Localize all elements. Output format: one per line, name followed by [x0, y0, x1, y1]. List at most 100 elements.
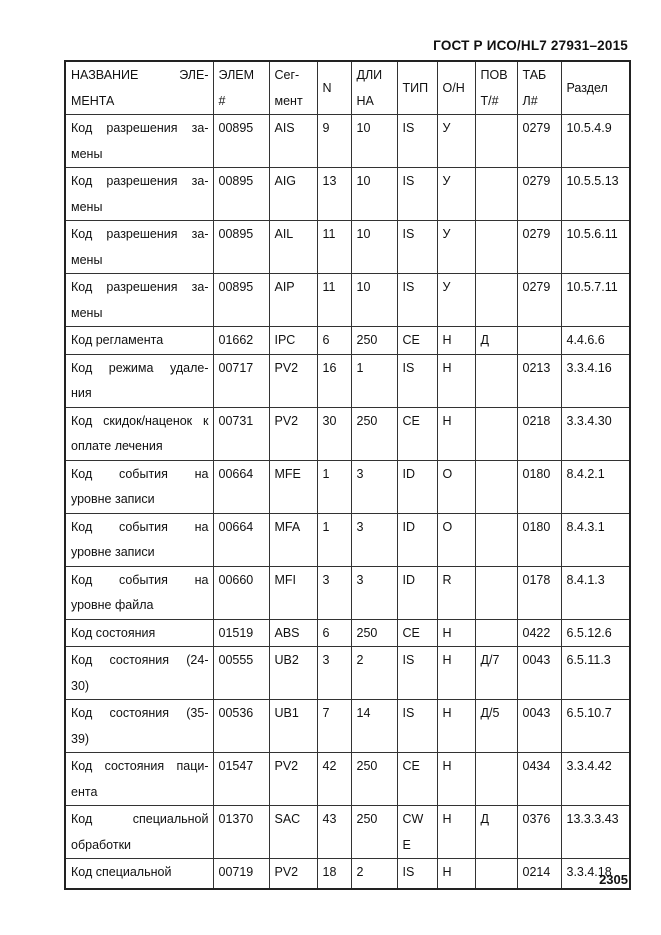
- cell-sec: 6.5.11.3: [560, 646, 631, 700]
- cell-tbl: 0180: [516, 459, 562, 514]
- cell-sec: 10.5.6.11: [560, 220, 631, 274]
- cell-n: 43: [316, 805, 352, 859]
- header-text: О/Н: [442, 80, 465, 95]
- cell-name: Код события на уровне файла: [64, 565, 214, 620]
- cell-name: Код разрешения за-мены: [64, 167, 214, 221]
- cell-len: 10: [350, 220, 398, 274]
- cell-text-line: оплате лечения: [71, 439, 163, 453]
- cell-name: Код состояния (35- 39): [64, 699, 214, 753]
- table-header-row: НАЗВАНИЕ ЭЛЕ- МЕНТА ЭЛЕМ # Сег-мент N ДЛИ НА ТИП…: [64, 60, 631, 115]
- column-section: Раздел: [560, 60, 631, 115]
- header-text: ТАБ: [522, 68, 547, 82]
- cell-elem: 00664: [212, 512, 270, 567]
- cell-sec: 3.3.4.30: [560, 406, 631, 461]
- cell-type: IS: [396, 167, 438, 221]
- cell-rep: [474, 353, 518, 408]
- cell-tbl: 0180: [516, 512, 562, 567]
- cell-text-line: Код состояния: [71, 625, 156, 640]
- cell-on: Н: [436, 353, 476, 408]
- cell-rep: [474, 167, 518, 221]
- cell-sec: 10.5.7.11: [560, 273, 631, 327]
- cell-len: 2: [350, 858, 398, 890]
- cell-rep: [474, 752, 518, 806]
- cell-seg: MFI: [268, 565, 318, 620]
- column-name: НАЗВАНИЕ ЭЛЕ- МЕНТА: [64, 60, 214, 115]
- cell-sec: 13.3.3.43: [560, 805, 631, 859]
- cell-text-line: Код события на: [71, 519, 209, 534]
- header-text: МЕНТА: [71, 93, 115, 108]
- data-elements-table: НАЗВАНИЕ ЭЛЕ- МЕНТА ЭЛЕМ # Сег-мент N ДЛИ НА ТИП…: [64, 60, 631, 890]
- cell-rep: Д: [474, 805, 518, 859]
- cell-sec: 4.4.6.6: [560, 326, 631, 355]
- cell-text-line: уровне записи: [71, 492, 155, 506]
- cell-text-line: Код разрешения за-: [71, 174, 209, 188]
- cell-rep: [474, 273, 518, 327]
- cell-name: Код состояния: [64, 618, 214, 647]
- cell-len: 3: [350, 565, 398, 620]
- cell-n: 3: [316, 565, 352, 620]
- cell-text-line: Код регламента: [71, 333, 164, 347]
- header-text: ДЛИ: [356, 68, 383, 82]
- cell-text-line: Код разрешения за-: [71, 280, 209, 294]
- cell-len: 250: [350, 618, 398, 647]
- cell-sec: 3.3.4.42: [560, 752, 631, 806]
- cell-len: 3: [350, 512, 398, 567]
- cell-n: 6: [316, 326, 352, 355]
- cell-n: 1: [316, 459, 352, 514]
- cell-sec: 8.4.3.1: [560, 512, 631, 567]
- cell-elem: 01519: [212, 618, 270, 647]
- cell-tbl: 0434: [516, 752, 562, 806]
- cell-on: O: [436, 459, 476, 514]
- column-type: ТИП: [396, 60, 438, 115]
- cell-elem: 00555: [212, 646, 270, 700]
- cell-type: CE: [396, 406, 438, 461]
- table-row: Код специальной обработки 01370 SAC 43 250 CW E…: [64, 805, 631, 859]
- cell-seg: PV2: [268, 353, 318, 408]
- cell-rep: [474, 459, 518, 514]
- column-optionality: О/Н: [436, 60, 476, 115]
- cell-name: Код состояния (24- 30): [64, 646, 214, 700]
- cell-type: ID: [396, 512, 438, 567]
- cell-type: CE: [396, 752, 438, 806]
- cell-elem: 01547: [212, 752, 270, 806]
- header-text: НА: [356, 93, 374, 108]
- cell-seg: PV2: [268, 752, 318, 806]
- cell-len: 10: [350, 114, 398, 168]
- header-text: мент: [274, 93, 303, 108]
- cell-text-line: E: [402, 837, 411, 852]
- cell-len: 14: [350, 699, 398, 753]
- table-row: Код события на уровне записи 00664 MFA 1 3 ID O…: [64, 512, 631, 567]
- cell-type: CW E: [396, 805, 438, 859]
- cell-elem: 00895: [212, 220, 270, 274]
- cell-type: CE: [396, 326, 438, 355]
- cell-text-line: Код специальной: [71, 812, 209, 826]
- table-row: Код разрешения за-мены 00895 AIS 9 10 IS У 0279…: [64, 114, 631, 168]
- cell-tbl: 0178: [516, 565, 562, 620]
- cell-n: 1: [316, 512, 352, 567]
- cell-tbl: 0214: [516, 858, 562, 890]
- cell-elem: 00536: [212, 699, 270, 753]
- cell-len: 10: [350, 167, 398, 221]
- table-row: Код события на уровне файла 00660 MFI 3 3 ID R 0…: [64, 565, 631, 620]
- cell-rep: [474, 565, 518, 620]
- cell-text-line: Код состояния (35-: [71, 706, 209, 720]
- cell-on: Н: [436, 805, 476, 859]
- cell-on: У: [436, 167, 476, 221]
- cell-elem: 01662: [212, 326, 270, 355]
- cell-name: Код состояния паци-ента: [64, 752, 214, 806]
- cell-text-line: уровне записи: [71, 545, 155, 559]
- cell-sec: 10.5.4.9: [560, 114, 631, 168]
- table-row: Код регламента 01662 IPC 6 250 CE Н Д 4.4.6.6: [64, 326, 631, 355]
- cell-elem: 00664: [212, 459, 270, 514]
- column-element-number: ЭЛЕМ #: [212, 60, 270, 115]
- cell-text-line: мены: [71, 305, 103, 320]
- cell-rep: [474, 114, 518, 168]
- cell-len: 250: [350, 326, 398, 355]
- cell-text-line: мены: [71, 199, 103, 214]
- cell-type: CE: [396, 618, 438, 647]
- cell-n: 16: [316, 353, 352, 408]
- column-length: ДЛИ НА: [350, 60, 398, 115]
- cell-name: Код специальной обработки: [64, 805, 214, 859]
- cell-text-line: ента: [71, 784, 98, 799]
- cell-len: 250: [350, 752, 398, 806]
